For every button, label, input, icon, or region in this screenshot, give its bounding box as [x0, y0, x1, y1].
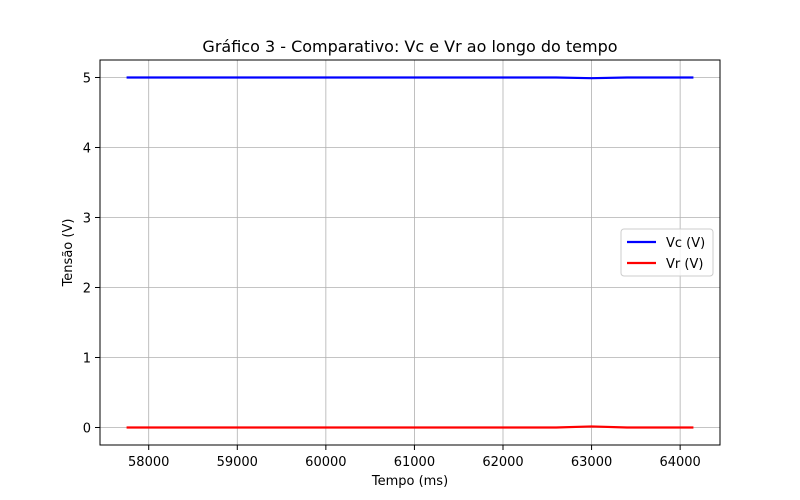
axis-ticks: 58000 59000 60000 61000 62000 63000 64000 0 1 2 3 4… [83, 72, 701, 471]
x-tick-label: 61000 [394, 455, 435, 470]
y-axis-label: Tensão (V) [61, 219, 76, 288]
y-tick-label: 3 [83, 212, 91, 227]
chart-title: Gráfico 3 - Comparativo: Vc e Vr ao long… [202, 37, 617, 56]
x-tick-label: 58000 [128, 455, 169, 470]
legend: Vc (V) Vr (V) [620, 228, 714, 277]
series-line-vr [126, 425, 694, 429]
y-tick-label: 5 [83, 72, 91, 87]
series-line-vc [126, 76, 694, 80]
x-tick-label: 63000 [571, 455, 612, 470]
y-tick-label: 0 [83, 422, 91, 437]
legend-entry: Vr (V) [666, 257, 703, 272]
legend-entry: Vc (V) [666, 236, 705, 251]
x-tick-label: 64000 [659, 455, 700, 470]
x-tick-label: 62000 [482, 455, 523, 470]
series-lines [126, 76, 694, 429]
x-tick-label: 60000 [305, 455, 346, 470]
plot-frame [99, 59, 721, 446]
y-tick-label: 1 [83, 352, 91, 367]
y-tick-label: 2 [83, 282, 91, 297]
y-tick-label: 4 [83, 142, 91, 157]
x-tick-label: 59000 [217, 455, 258, 470]
x-axis-label: Tempo (ms) [371, 474, 448, 489]
legend-box [620, 228, 714, 277]
